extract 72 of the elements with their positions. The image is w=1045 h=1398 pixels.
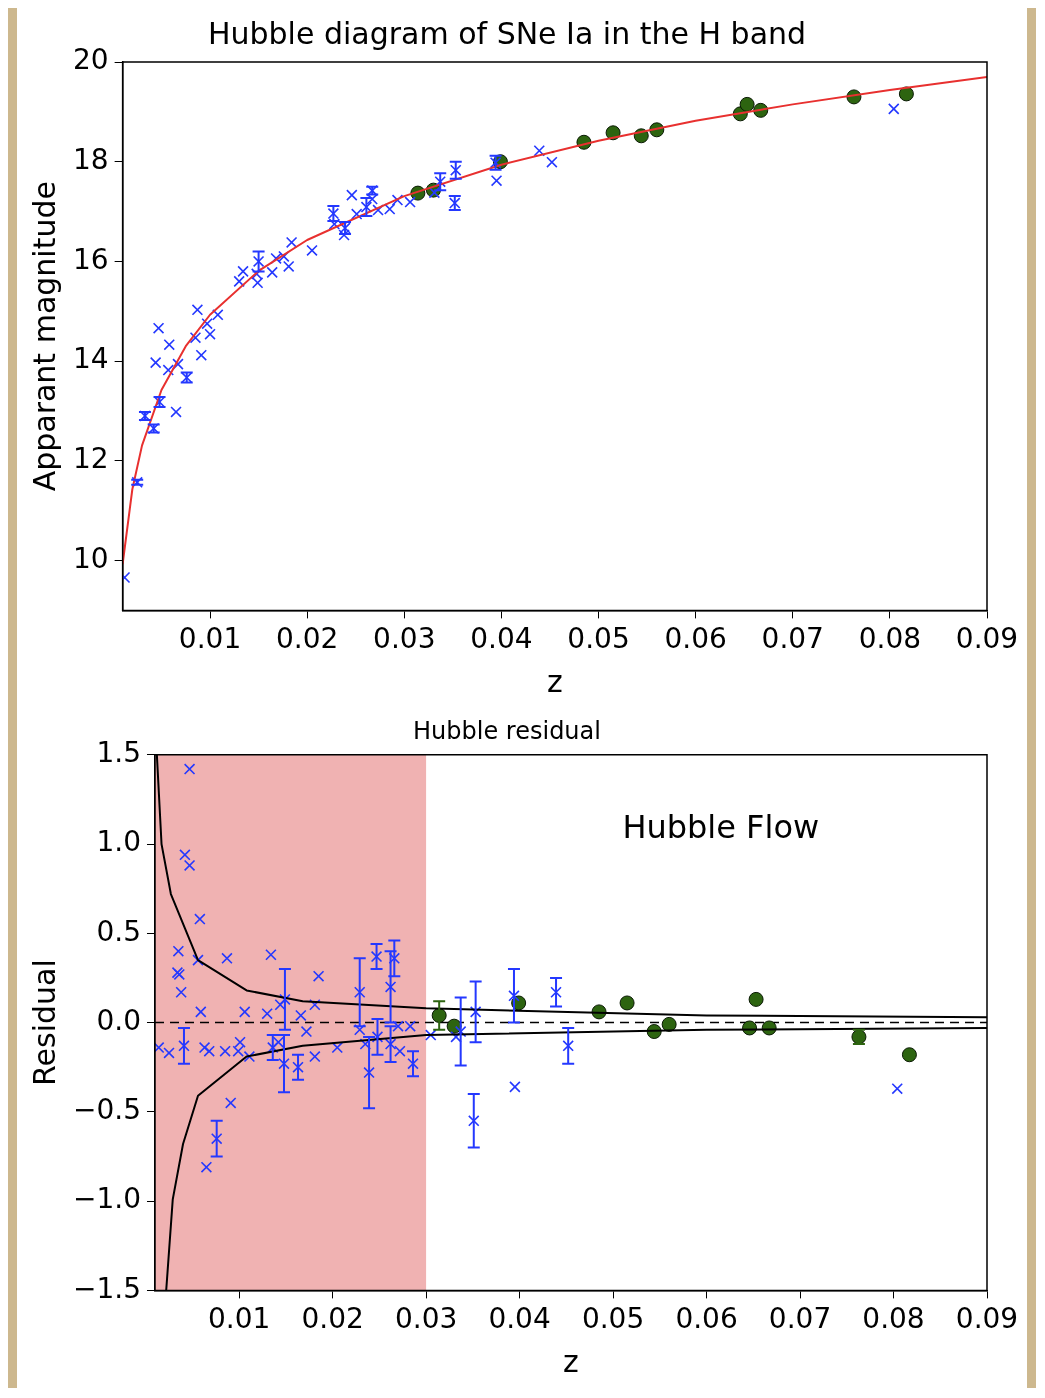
point <box>189 331 202 344</box>
y-tick-label: 14 <box>72 342 109 376</box>
point <box>404 196 416 208</box>
x-tick-label: 0.04 <box>470 622 533 656</box>
x-tick-label: 0.03 <box>394 1302 458 1336</box>
point <box>162 364 175 376</box>
point <box>212 309 224 321</box>
x-tick-label: 0.09 <box>955 622 1019 656</box>
point <box>282 260 295 273</box>
point <box>739 96 755 112</box>
y-tick-label: 1.0 <box>96 825 141 859</box>
x-tick-label: 0.06 <box>675 1302 738 1336</box>
chart-title: Hubble diagram of SNe Ia in the H band <box>207 15 807 51</box>
y-tick-label: 12 <box>72 442 109 476</box>
point <box>195 349 208 361</box>
x-tick-label: 0.02 <box>275 622 339 656</box>
point <box>191 304 204 316</box>
x-tick-label: 0.04 <box>488 1302 551 1336</box>
point <box>237 265 249 278</box>
point <box>163 338 175 351</box>
y-tick-label: 0.0 <box>96 1003 141 1037</box>
y-tick-label: 1.5 <box>96 736 141 770</box>
x-tick-label: 0.09 <box>955 1302 1019 1336</box>
y-tick-label: 18 <box>72 142 109 176</box>
point <box>546 156 558 168</box>
point <box>619 995 635 1011</box>
y-tick-label: 20 <box>72 43 109 77</box>
x-tick-label: 0.08 <box>862 1302 925 1336</box>
point <box>898 86 914 102</box>
point <box>131 476 143 489</box>
x-axis-title: z <box>546 663 563 699</box>
x-tick-label: 0.01 <box>207 1302 271 1336</box>
point <box>346 189 358 201</box>
x-tick-label: 0.03 <box>373 622 436 656</box>
y-tick-label: −1.0 <box>72 1182 141 1216</box>
x-tick-label: 0.01 <box>178 622 242 656</box>
point <box>533 144 546 157</box>
x-tick-label: 0.08 <box>858 622 922 656</box>
point <box>172 358 184 370</box>
x-tick-label: 0.06 <box>664 622 727 656</box>
annotation: Hubble Flow <box>622 808 820 847</box>
y-tick-label: −0.5 <box>72 1093 141 1127</box>
point <box>152 322 165 334</box>
y-tick-label: −1.5 <box>72 1271 141 1305</box>
point <box>383 203 396 215</box>
y-tick-label: 16 <box>72 242 109 276</box>
x-tick-label: 0.05 <box>581 1302 645 1336</box>
point <box>266 266 278 279</box>
y-axis-title: Residual <box>26 959 62 1086</box>
y-tick-label: 0.5 <box>96 914 141 948</box>
x-tick-label: 0.07 <box>761 622 824 656</box>
point <box>391 194 404 206</box>
x-tick-label: 0.02 <box>301 1302 364 1336</box>
point <box>888 103 900 115</box>
point <box>748 991 764 1007</box>
x-tick-label: 0.05 <box>567 622 630 656</box>
y-axis-title: Apparant magnitude <box>26 181 62 492</box>
point <box>490 174 503 187</box>
point <box>372 204 384 216</box>
point <box>901 1047 917 1063</box>
point <box>149 356 162 369</box>
y-tick-label: 10 <box>72 541 109 575</box>
point <box>278 250 290 263</box>
x-axis-title: z <box>563 1343 579 1379</box>
chart-title: Hubble residual <box>413 716 601 745</box>
x-tick-label: 0.07 <box>768 1302 832 1336</box>
point <box>170 406 182 418</box>
point <box>285 236 298 249</box>
point <box>233 275 245 288</box>
point <box>428 186 441 199</box>
point <box>306 244 318 257</box>
point <box>270 252 282 265</box>
